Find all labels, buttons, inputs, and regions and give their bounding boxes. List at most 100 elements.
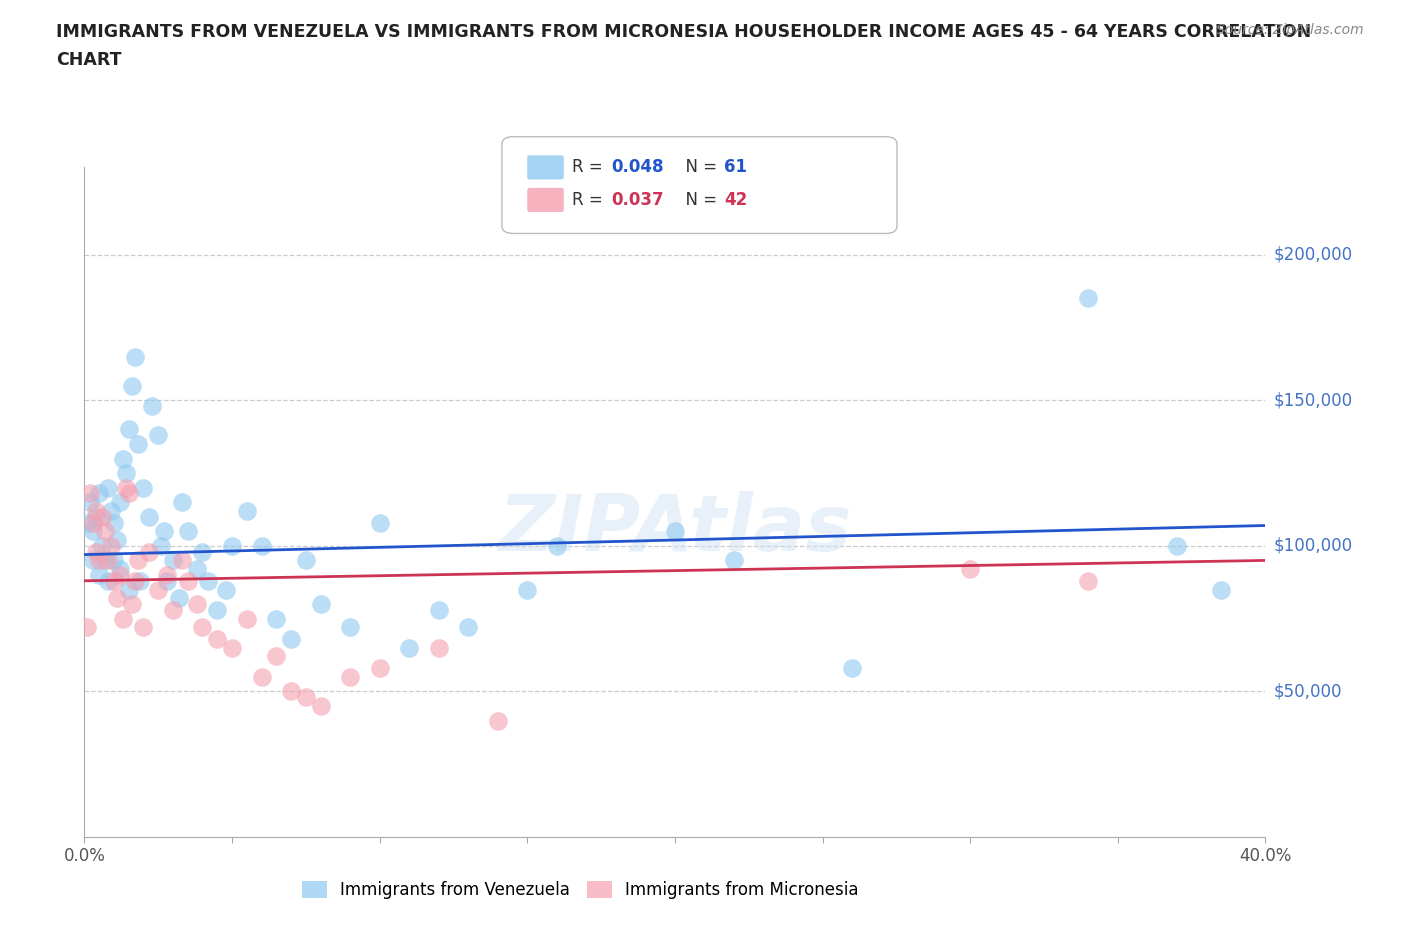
Point <box>150 538 173 553</box>
Point <box>280 631 302 646</box>
Text: R =: R = <box>572 191 609 209</box>
Point <box>141 399 163 414</box>
Text: 0.048: 0.048 <box>612 158 664 177</box>
Point <box>114 466 136 481</box>
Point <box>132 480 155 495</box>
Point <box>138 544 160 559</box>
Legend: Immigrants from Venezuela, Immigrants from Micronesia: Immigrants from Venezuela, Immigrants fr… <box>295 874 866 906</box>
Point <box>103 574 125 589</box>
Point <box>1166 538 1188 553</box>
Point <box>264 611 288 626</box>
Point <box>97 574 120 589</box>
Point <box>111 451 134 466</box>
Text: $150,000: $150,000 <box>1274 392 1353 409</box>
Point <box>221 641 243 656</box>
Point <box>1077 291 1099 306</box>
Point <box>124 574 146 589</box>
Point <box>191 544 214 559</box>
Point <box>84 510 107 525</box>
Text: $100,000: $100,000 <box>1274 537 1353 555</box>
Point <box>170 553 193 568</box>
Point <box>841 660 863 675</box>
Point <box>100 538 122 553</box>
Point <box>339 620 361 635</box>
Text: 61: 61 <box>724 158 747 177</box>
Point <box>87 553 111 568</box>
Point <box>221 538 243 553</box>
Point <box>153 524 176 538</box>
Point <box>84 544 107 559</box>
Point <box>205 603 228 618</box>
Point <box>121 597 143 612</box>
Point <box>398 641 420 656</box>
Point <box>177 574 200 589</box>
Point <box>546 538 568 553</box>
Text: 42: 42 <box>724 191 748 209</box>
Point <box>127 553 149 568</box>
Point <box>156 567 179 582</box>
Point <box>235 611 259 626</box>
Point <box>76 515 98 530</box>
Point <box>148 428 170 443</box>
Text: N =: N = <box>675 191 723 209</box>
Point <box>664 524 686 538</box>
Text: R =: R = <box>572 158 609 177</box>
Point <box>97 480 120 495</box>
Point <box>1209 582 1232 597</box>
Point <box>264 649 288 664</box>
Point <box>162 603 184 618</box>
Point <box>215 582 238 597</box>
Point <box>111 611 134 626</box>
Point <box>457 620 479 635</box>
Point <box>368 515 391 530</box>
Point <box>427 603 450 618</box>
Point <box>186 562 208 577</box>
Point <box>91 510 114 525</box>
Point <box>205 631 228 646</box>
Point <box>82 515 104 530</box>
Text: CHART: CHART <box>56 51 122 69</box>
Point <box>132 620 155 635</box>
Point <box>79 486 101 501</box>
Point <box>959 562 981 577</box>
Point <box>127 436 149 451</box>
Point <box>87 486 111 501</box>
Point <box>486 713 509 728</box>
Point <box>82 524 104 538</box>
Point <box>124 349 146 364</box>
Point <box>97 553 120 568</box>
Text: ZIPAtlas: ZIPAtlas <box>498 491 852 567</box>
Point <box>100 503 122 518</box>
Point <box>280 684 302 698</box>
Point <box>91 538 114 553</box>
Point <box>121 379 143 393</box>
Point <box>108 495 131 510</box>
Point <box>129 574 152 589</box>
Text: 0.037: 0.037 <box>612 191 664 209</box>
Point <box>427 641 450 656</box>
Point <box>114 480 136 495</box>
Text: N =: N = <box>675 158 723 177</box>
Point <box>118 422 141 437</box>
Point <box>94 524 117 538</box>
Point <box>1077 574 1099 589</box>
Text: $50,000: $50,000 <box>1274 683 1343 700</box>
Point <box>156 574 179 589</box>
Point <box>177 524 200 538</box>
Point <box>118 486 141 501</box>
Point <box>309 597 332 612</box>
Point <box>191 620 214 635</box>
Point <box>197 574 219 589</box>
Point <box>105 591 128 605</box>
Point <box>339 670 361 684</box>
Point <box>186 597 208 612</box>
Text: $200,000: $200,000 <box>1274 246 1353 264</box>
Point <box>162 553 184 568</box>
Point <box>79 495 101 510</box>
Point <box>103 515 125 530</box>
Point <box>167 591 190 605</box>
Point <box>309 698 332 713</box>
Point <box>235 503 259 518</box>
Point <box>103 553 125 568</box>
Point <box>76 620 98 635</box>
